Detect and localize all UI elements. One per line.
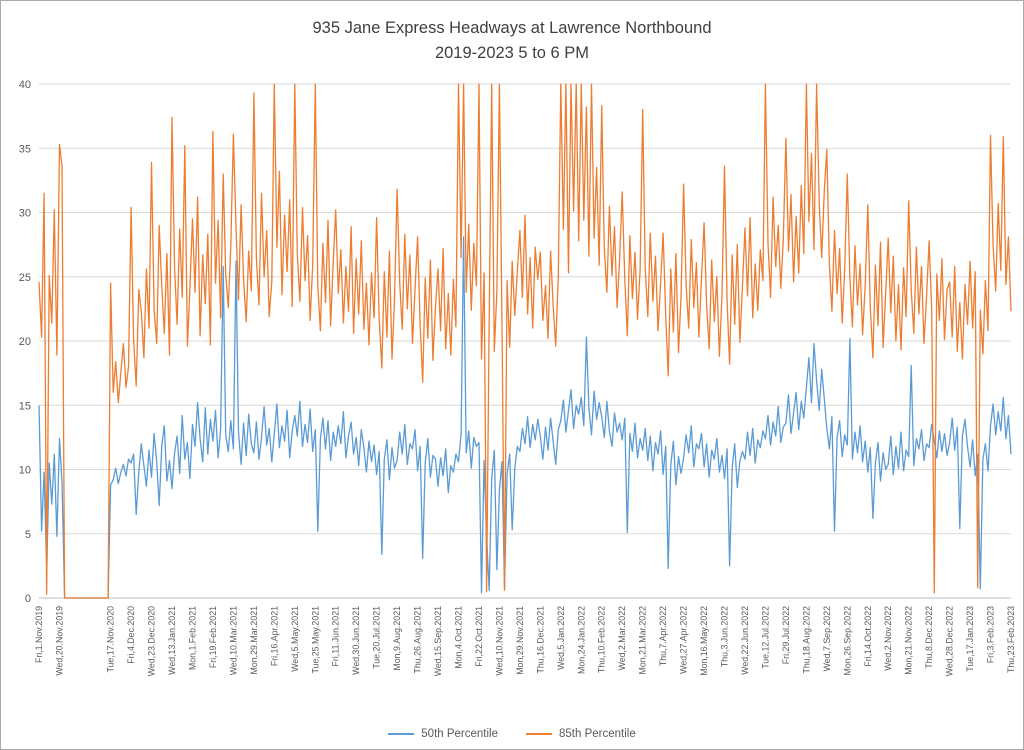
x-axis-tick-label: Mon,4.Oct.2021 — [453, 606, 463, 669]
x-axis-tick-label: Wed,22.Jun.2022 — [740, 606, 750, 675]
x-axis-tick-label: Wed,2.Nov.2022 — [883, 606, 893, 671]
x-axis-tick-label: Mon,21.Nov.2022 — [904, 606, 914, 675]
series-line-85th-percentile — [38, 83, 1012, 599]
x-axis-tick-label: Thu,3.Jun.2022 — [720, 606, 730, 667]
y-axis-tick-label: 15 — [19, 400, 31, 412]
x-axis-tick-label: Tue,17.Jan.2023 — [965, 606, 975, 672]
x-axis-tick-label: Mon,21.Mar.2022 — [638, 606, 648, 675]
legend-line-swatch-85th — [526, 733, 552, 735]
x-axis-tick-label: Thu,10.Feb.2022 — [597, 606, 607, 673]
x-axis-tick-label: Wed,20.Nov.2019 — [54, 606, 64, 676]
x-axis-tick-label: Fri,11.Jun.2021 — [331, 606, 341, 667]
y-axis-tick-label: 0 — [25, 593, 31, 605]
chart-legend: 50th Percentile 85th Percentile — [1, 728, 1023, 740]
x-axis-tick-label: Tue,20.Jul.2021 — [372, 606, 382, 669]
y-axis-tick-label: 30 — [19, 208, 31, 220]
x-axis-tick-label: Mon,26.Sep.2022 — [842, 606, 852, 676]
x-axis-tick-label: Mon,1.Feb.2021 — [187, 606, 197, 670]
x-axis-tick-label: Mon,16.May.2022 — [699, 606, 709, 676]
legend-line-swatch-50th — [388, 733, 415, 735]
x-axis-tick-label: Fri,1.Nov.2019 — [34, 606, 44, 663]
legend-item-85th-percentile: 85th Percentile — [526, 728, 636, 740]
y-axis-tick-label: 25 — [19, 272, 31, 284]
x-axis-tick-label: Wed,13.Jan.2021 — [167, 606, 177, 675]
x-axis-tick-label: Wed,10.Mar.2021 — [228, 606, 238, 675]
x-axis-tick-label: Wed,5.Jan.2022 — [556, 606, 566, 670]
x-axis-tick-label: Wed,28.Dec.2022 — [945, 606, 955, 676]
x-axis-tick-label: Mon,24.Jan.2022 — [576, 606, 586, 674]
x-axis-tick-label: Tue,12.Jul.2022 — [760, 606, 770, 669]
x-axis-tick-label: Thu,18.Aug.2022 — [801, 606, 811, 674]
series-line-50th-percentile — [38, 236, 1012, 599]
x-axis-tick-label: Wed,27.Apr.2022 — [679, 606, 689, 674]
x-axis-tick-label: Thu,16.Dec.2021 — [535, 606, 545, 674]
x-axis-tick-label: Thu,7.Apr.2022 — [658, 606, 668, 666]
x-axis-tick-label: Mon,29.Mar.2021 — [249, 606, 259, 675]
x-axis-tick-label: Fri,14.Oct.2022 — [863, 606, 873, 667]
x-axis-tick-label: Tue,25.May.2021 — [310, 606, 320, 674]
chart-title: 935 Jane Express Headways at Lawrence No… — [1, 16, 1023, 66]
chart-title-line1: 935 Jane Express Headways at Lawrence No… — [312, 19, 712, 37]
x-axis-tick-label: Thu,23.Feb.2023 — [1006, 606, 1016, 673]
x-axis-tick-label: Wed,15.Sep.2021 — [433, 606, 443, 676]
y-axis-tick-label: 10 — [19, 465, 31, 477]
x-axis-tick-label: Fri,3.Feb.2023 — [986, 606, 996, 663]
x-axis-tick-label: Fri,22.Oct.2021 — [474, 606, 484, 667]
x-axis-tick-label: Mon,9.Aug.2021 — [392, 606, 402, 671]
x-axis-tick-label: Fri,19.Feb.2021 — [208, 606, 218, 668]
x-axis-tick-label: Fri,4.Dec.2020 — [126, 606, 136, 664]
x-axis-tick-label: Wed,30.Jun.2021 — [351, 606, 361, 675]
y-axis-tick-label: 5 — [25, 529, 31, 541]
x-axis-tick-label: Wed,23.Dec.2020 — [147, 606, 157, 676]
x-axis-tick-label: Wed,10.Nov.2021 — [494, 606, 504, 676]
legend-label-50th: 50th Percentile — [421, 728, 498, 740]
y-axis-tick-label: 40 — [19, 79, 31, 91]
x-axis-tick-label: Wed,7.Sep.2022 — [822, 606, 832, 671]
y-axis-tick-label: 20 — [19, 336, 31, 348]
y-axis-tick-label: 35 — [19, 143, 31, 155]
x-axis-tick-label: Thu,8.Dec.2022 — [924, 606, 934, 669]
x-axis-tick-label: Fri,16.Apr.2021 — [269, 606, 279, 666]
x-axis-tick-label: Tue,17.Nov.2020 — [106, 606, 116, 673]
x-axis-tick-label: Thu,26.Aug.2021 — [413, 606, 423, 674]
x-axis-tick-label: Wed,2.Mar.2022 — [617, 606, 627, 670]
x-axis-tick-label: Mon,29.Nov.2021 — [515, 606, 525, 675]
legend-item-50th-percentile: 50th Percentile — [388, 728, 498, 740]
legend-label-85th: 85th Percentile — [559, 728, 636, 740]
x-axis-tick-label: Wed,5.May.2021 — [290, 606, 300, 672]
chart-title-line2: 2019-2023 5 to 6 PM — [434, 43, 590, 62]
x-axis-tick-label: Fri,29.Jul.2022 — [781, 606, 791, 664]
